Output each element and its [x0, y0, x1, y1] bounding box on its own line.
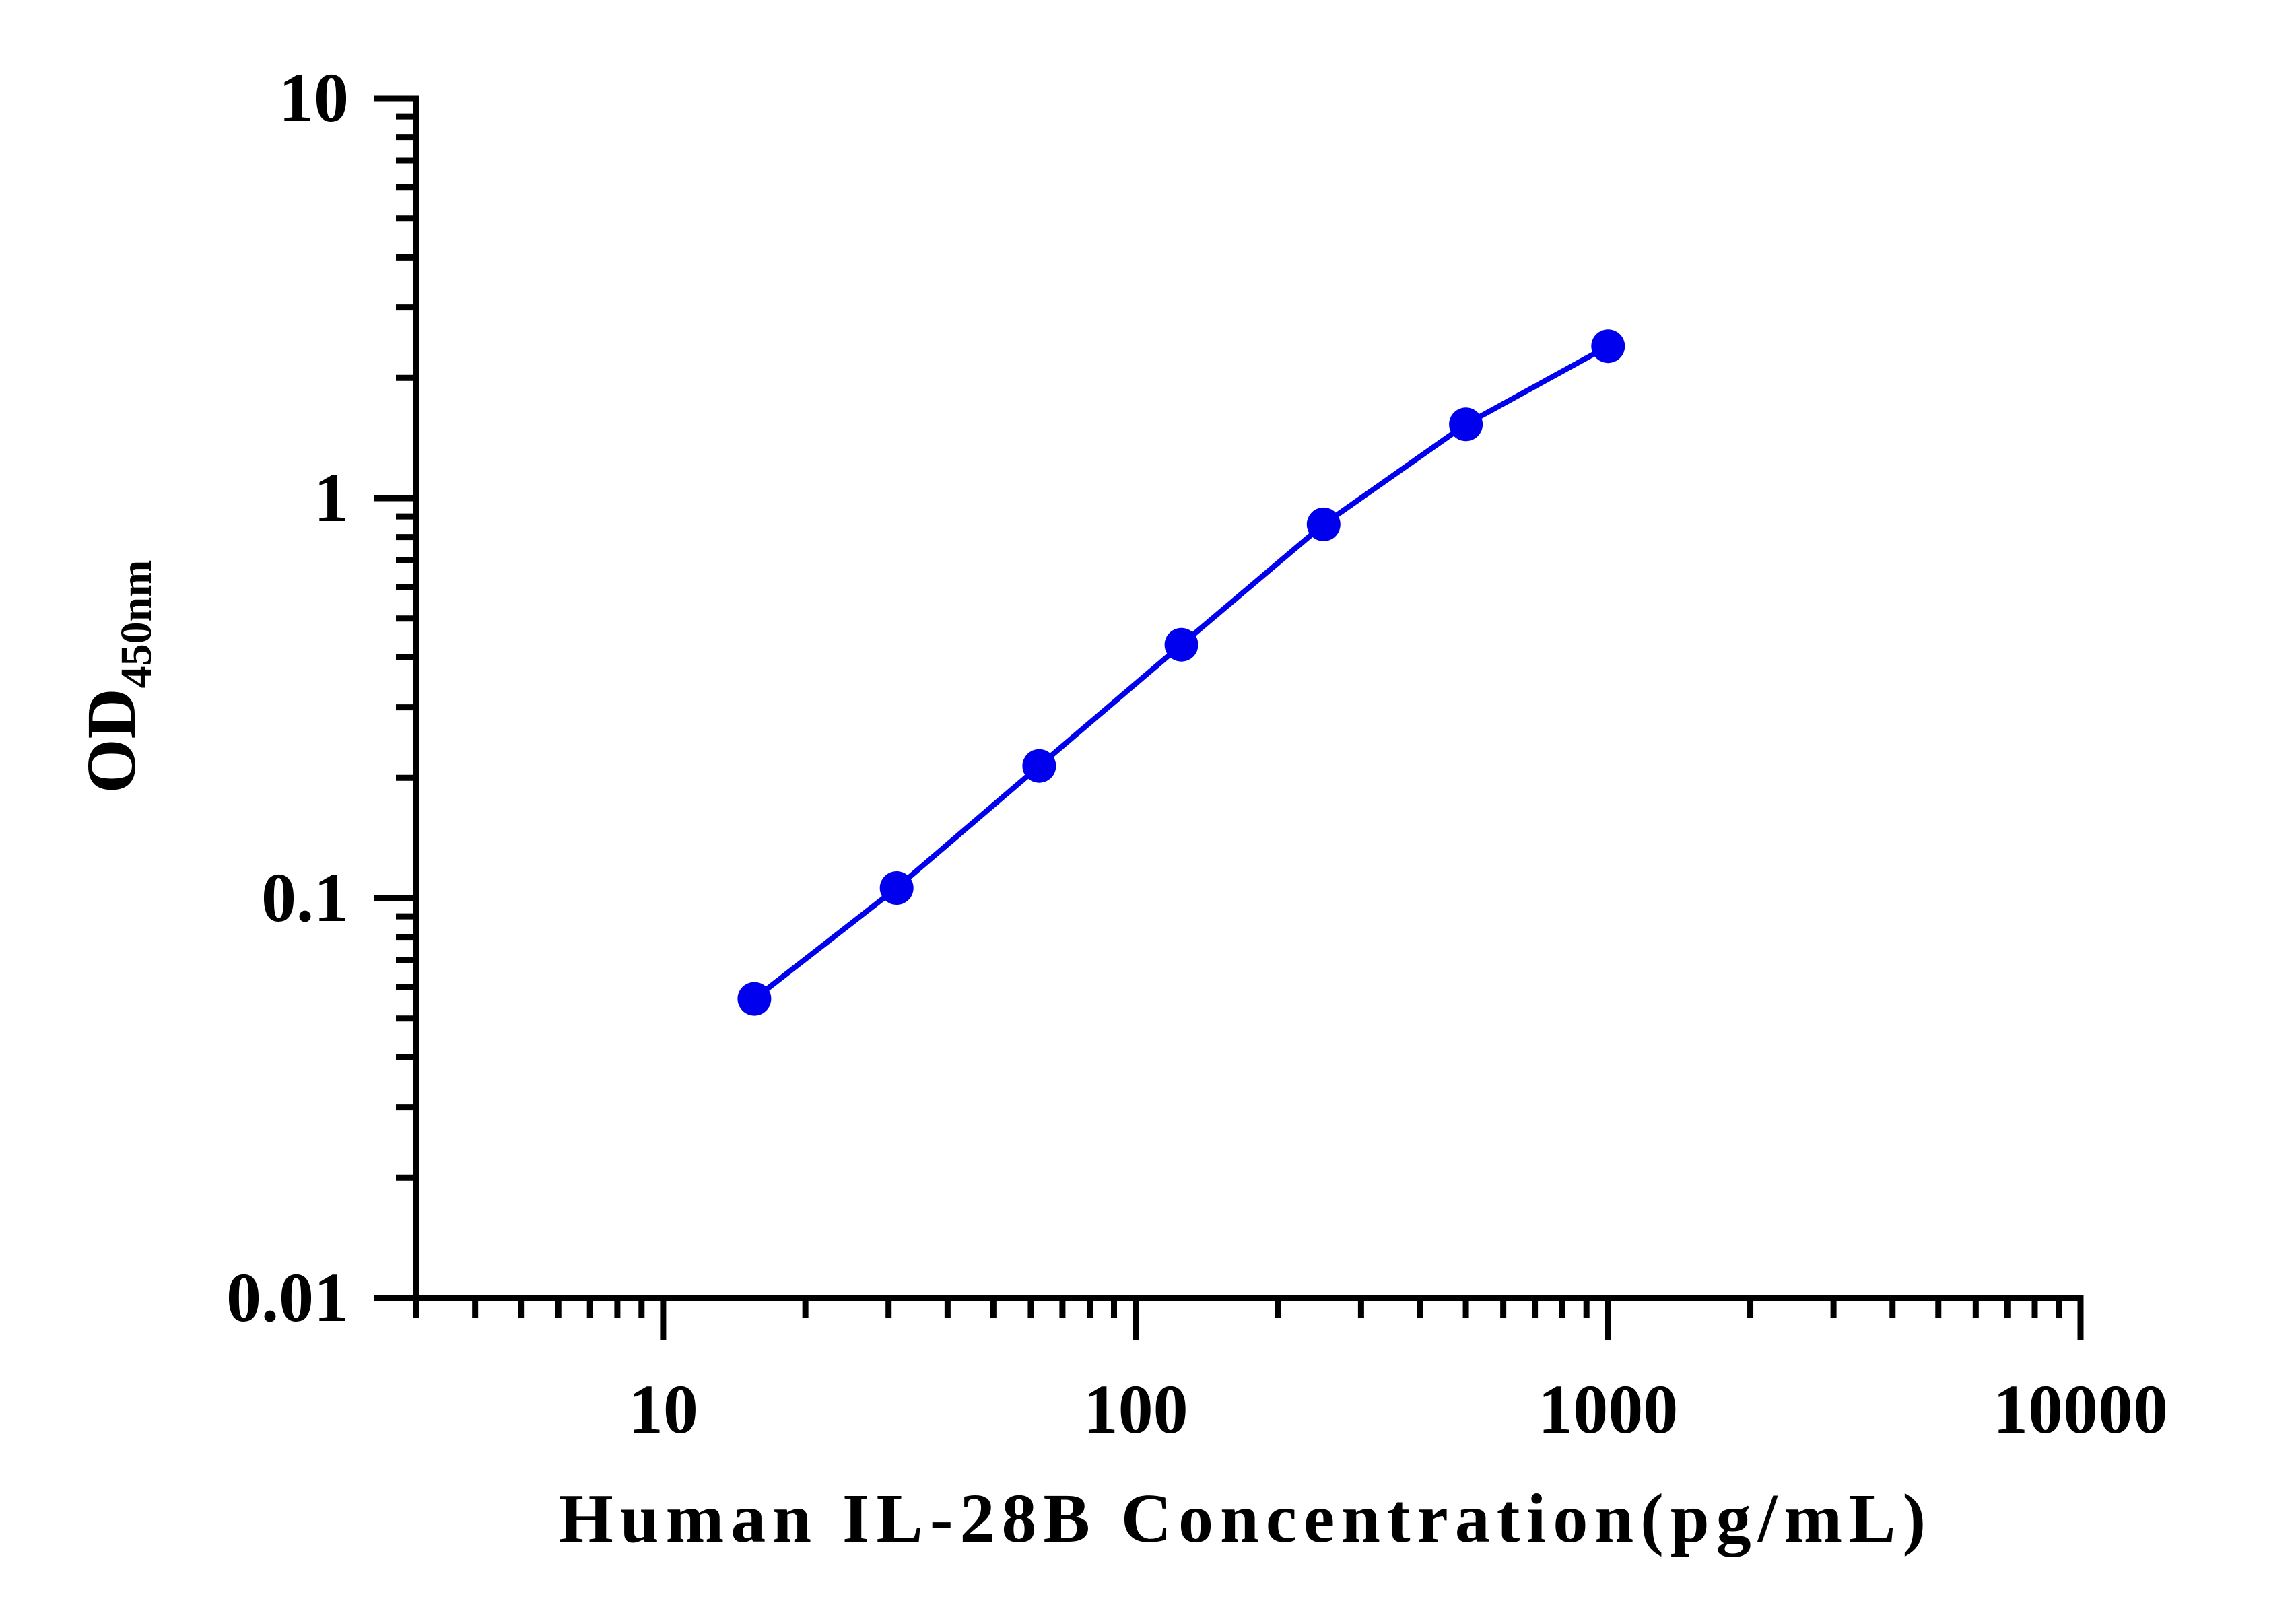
y-tick-label: 10	[279, 59, 349, 137]
y-axis-title-main: OD	[73, 688, 150, 793]
data-point	[1022, 749, 1056, 783]
data-point	[1591, 329, 1625, 364]
labels-layer: Human IL-28B Concentration(pg/mL) OD450n…	[73, 560, 1932, 1557]
x-tick-label: 10	[628, 1371, 698, 1448]
data-point	[1449, 407, 1483, 442]
x-tick-label: 100	[1083, 1371, 1188, 1448]
y-tick-label: 1	[314, 459, 349, 537]
y-tick-label: 0.01	[226, 1259, 349, 1336]
x-tick-label: 1000	[1538, 1371, 1678, 1448]
y-tick-label: 0.1	[261, 859, 349, 936]
x-tick-label: 10000	[1993, 1371, 2168, 1448]
axes-layer: 0.01 0.1 1 10 10 100 1000 10000	[226, 59, 2168, 1448]
data-point	[1164, 627, 1198, 662]
y-axis-title-subscript: 450nm	[112, 560, 161, 689]
series-line	[752, 343, 1610, 1001]
data-point	[1306, 507, 1341, 541]
data-point	[879, 871, 914, 905]
y-axis-title: OD450nm	[73, 560, 161, 794]
series-layer	[737, 329, 1625, 1016]
data-point	[737, 982, 772, 1016]
x-axis-title: Human IL-28B Concentration(pg/mL)	[559, 1480, 1932, 1557]
